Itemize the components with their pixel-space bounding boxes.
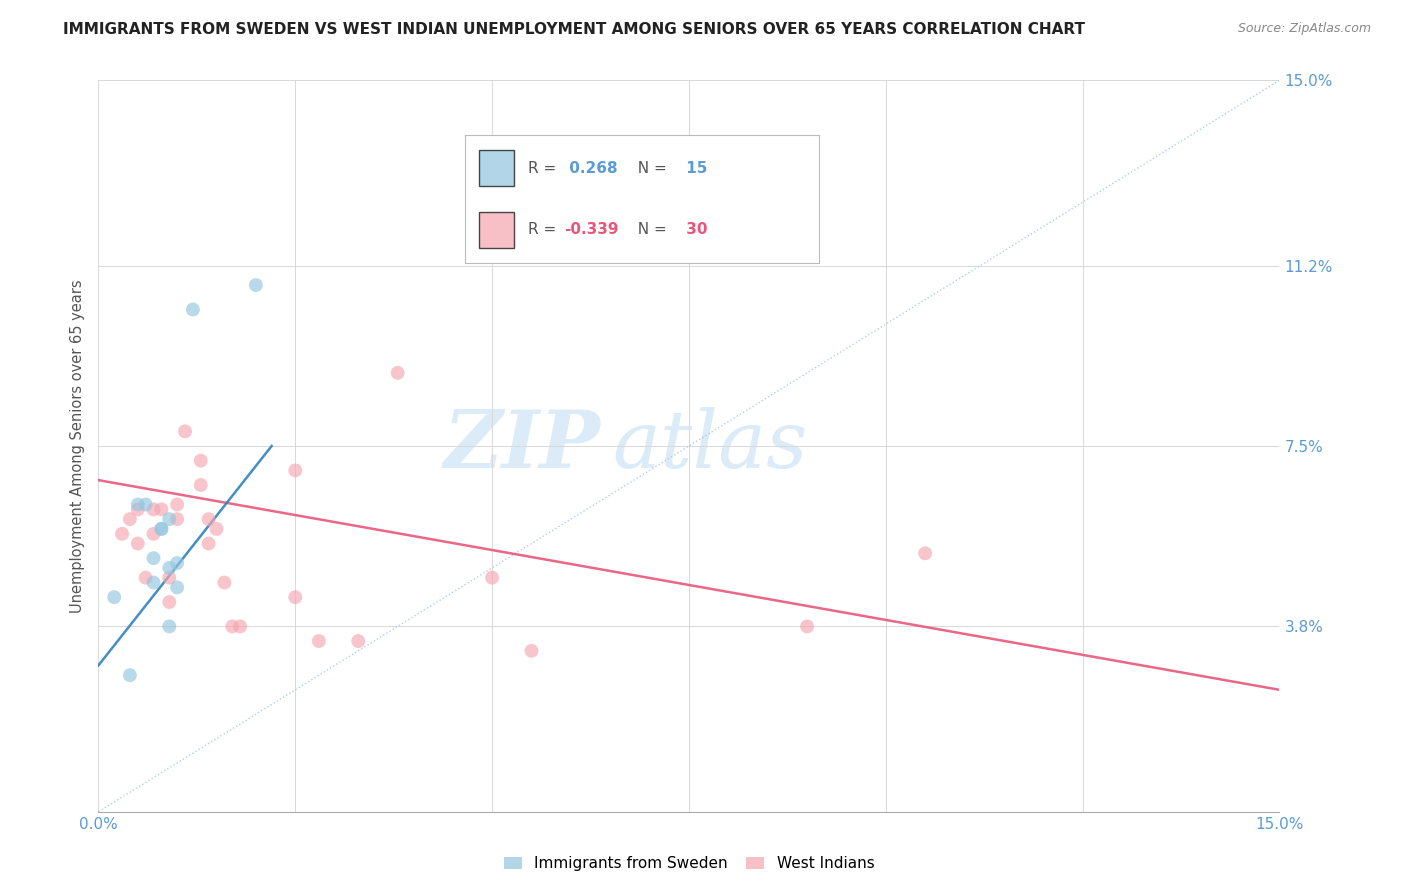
Point	[157, 571, 180, 585]
Point	[166, 512, 188, 526]
Point	[157, 595, 180, 609]
Point	[166, 581, 188, 595]
Point	[103, 590, 125, 604]
Point	[157, 619, 180, 633]
Text: Source: ZipAtlas.com: Source: ZipAtlas.com	[1237, 22, 1371, 36]
Point	[229, 619, 252, 633]
Point	[190, 453, 212, 467]
Point	[142, 551, 165, 566]
Point	[166, 498, 188, 512]
Point	[127, 502, 149, 516]
Point	[347, 634, 370, 648]
Point	[135, 498, 157, 512]
Point	[174, 425, 197, 439]
Point	[387, 366, 409, 380]
Point	[127, 498, 149, 512]
Point	[135, 571, 157, 585]
Point	[197, 536, 219, 550]
Point	[142, 575, 165, 590]
Point	[150, 522, 173, 536]
Point	[520, 644, 543, 658]
Point	[481, 571, 503, 585]
Point	[308, 634, 330, 648]
Point	[166, 556, 188, 570]
Point	[205, 522, 228, 536]
Point	[284, 590, 307, 604]
Point	[157, 512, 180, 526]
Point	[796, 619, 818, 633]
Point	[111, 526, 134, 541]
Point	[214, 575, 236, 590]
Y-axis label: Unemployment Among Seniors over 65 years: Unemployment Among Seniors over 65 years	[70, 279, 86, 613]
Point	[150, 502, 173, 516]
Point	[245, 278, 267, 293]
Point	[190, 478, 212, 492]
Point	[197, 512, 219, 526]
Point	[118, 668, 141, 682]
Point	[142, 502, 165, 516]
Text: atlas: atlas	[612, 408, 807, 484]
Point	[127, 536, 149, 550]
Text: ZIP: ZIP	[443, 408, 600, 484]
Point	[118, 512, 141, 526]
Point	[150, 522, 173, 536]
Point	[142, 526, 165, 541]
Text: IMMIGRANTS FROM SWEDEN VS WEST INDIAN UNEMPLOYMENT AMONG SENIORS OVER 65 YEARS C: IMMIGRANTS FROM SWEDEN VS WEST INDIAN UN…	[63, 22, 1085, 37]
Point	[181, 302, 204, 317]
Point	[284, 463, 307, 477]
Legend: Immigrants from Sweden, West Indians: Immigrants from Sweden, West Indians	[498, 850, 880, 877]
Point	[157, 561, 180, 575]
Point	[914, 546, 936, 560]
Point	[221, 619, 243, 633]
